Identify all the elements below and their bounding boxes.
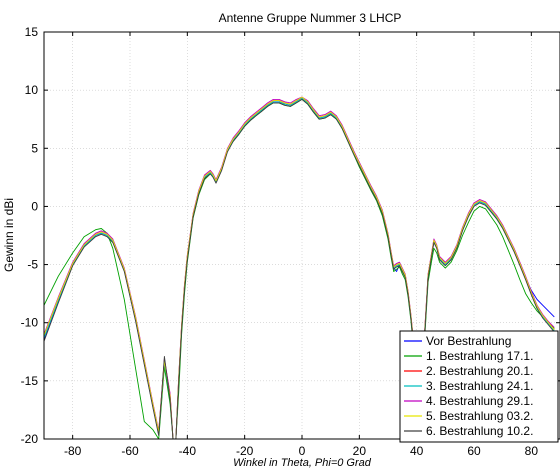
x-tick-label: 40 <box>410 444 424 458</box>
y-tick-label: -5 <box>27 258 38 272</box>
x-tick-label: 60 <box>467 444 481 458</box>
legend-label: Vor Bestrahlung <box>426 334 511 348</box>
ticks: -80 -60 -40 -20 0 20 40 60 80 -20 -15 -10 -5 0 5 10 15 <box>21 25 560 458</box>
legend-label: 1. Bestrahlung 17.1. <box>426 349 533 363</box>
legend-label: 6. Bestrahlung 10.2. <box>426 424 533 438</box>
y-tick-label: -20 <box>21 432 39 446</box>
x-tick-label: -80 <box>64 444 82 458</box>
legend-label: 5. Bestrahlung 03.2. <box>426 409 533 423</box>
x-tick-label: 0 <box>299 444 306 458</box>
x-axis-label: Winkel in Theta, Phi=0 Grad <box>233 457 372 469</box>
series-line-6 <box>44 98 555 439</box>
y-tick-label: -10 <box>21 316 39 330</box>
legend-box <box>399 330 559 443</box>
x-tick-label: -40 <box>179 444 197 458</box>
legend-label: 4. Bestrahlung 29.1. <box>426 394 533 408</box>
x-tick-label: -60 <box>121 444 139 458</box>
chart-title: Antenne Gruppe Nummer 3 LHCP <box>219 11 402 25</box>
y-tick-label: 15 <box>25 25 39 39</box>
y-tick-label: 0 <box>31 199 38 213</box>
y-axis-label: Gewinn in dBi <box>2 198 16 272</box>
legend-label: 3. Bestrahlung 24.1. <box>426 379 533 393</box>
legend-label: 2. Bestrahlung 20.1. <box>426 364 533 378</box>
x-tick-label: 20 <box>353 444 367 458</box>
series-line-5 <box>44 96 555 439</box>
x-tick-label: 80 <box>525 444 539 458</box>
x-tick-label: -20 <box>236 444 254 458</box>
y-tick-label: -15 <box>21 374 39 388</box>
y-tick-label: 5 <box>31 141 38 155</box>
y-tick-label: 10 <box>25 83 39 97</box>
series-layer <box>44 96 555 439</box>
